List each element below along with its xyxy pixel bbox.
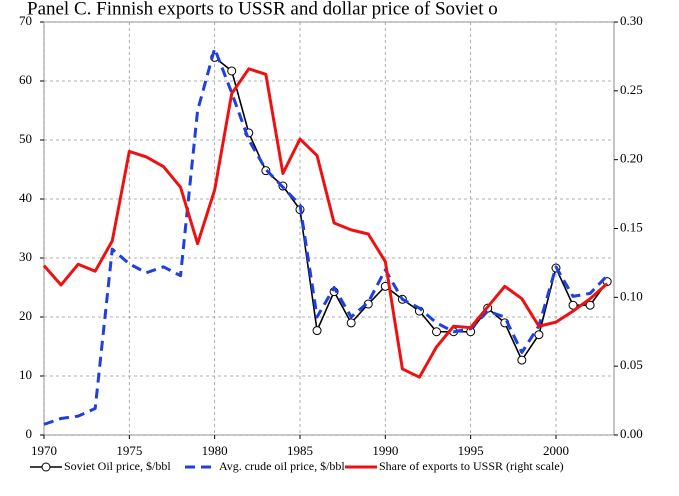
y-tick-label: 0 — [26, 426, 33, 441]
legend-label: Share of exports to USSR (right scale) — [379, 459, 564, 473]
y-tick-label: 60 — [19, 72, 32, 87]
legend-label: Avg. crude oil price, $/bbl — [219, 459, 345, 473]
y2-tick-label: 0.05 — [620, 357, 643, 372]
point — [534, 330, 544, 340]
y2-tick-label: 0.15 — [620, 219, 643, 234]
series-line — [214, 56, 608, 361]
y-tick-label: 50 — [19, 131, 32, 146]
y-tick-label: 70 — [19, 13, 32, 28]
point — [517, 355, 527, 365]
series-line — [43, 47, 609, 426]
point — [227, 66, 237, 76]
y2-tick-label: 0.25 — [620, 82, 643, 97]
y-tick-label: 20 — [19, 308, 32, 323]
y2-tick-label: 0.30 — [620, 13, 643, 28]
point — [432, 327, 442, 337]
series-line — [42, 67, 609, 379]
x-tick-label: 1975 — [116, 443, 142, 458]
x-tick-label: 1985 — [287, 443, 313, 458]
legend-marker — [41, 462, 51, 472]
point — [585, 300, 595, 310]
y-tick-label: 10 — [19, 367, 32, 382]
y2-tick-label: 0.20 — [620, 151, 643, 166]
chart-title: Panel C. Finnish exports to USSR and dol… — [27, 0, 498, 19]
x-tick-label: 1990 — [372, 443, 398, 458]
point — [312, 326, 322, 336]
x-tick-label: 2000 — [543, 443, 569, 458]
point — [568, 300, 578, 310]
y2-tick-label: 0.10 — [620, 288, 643, 303]
y-tick-label: 40 — [19, 190, 32, 205]
x-tick-label: 1970 — [31, 443, 57, 458]
x-tick-label: 1995 — [458, 443, 484, 458]
point — [346, 318, 356, 328]
legend-label: Soviet Oil price, $/bbl — [64, 459, 171, 473]
y2-tick-label: 0.00 — [620, 426, 643, 441]
x-tick-label: 1980 — [202, 443, 228, 458]
y-tick-label: 30 — [19, 249, 32, 264]
